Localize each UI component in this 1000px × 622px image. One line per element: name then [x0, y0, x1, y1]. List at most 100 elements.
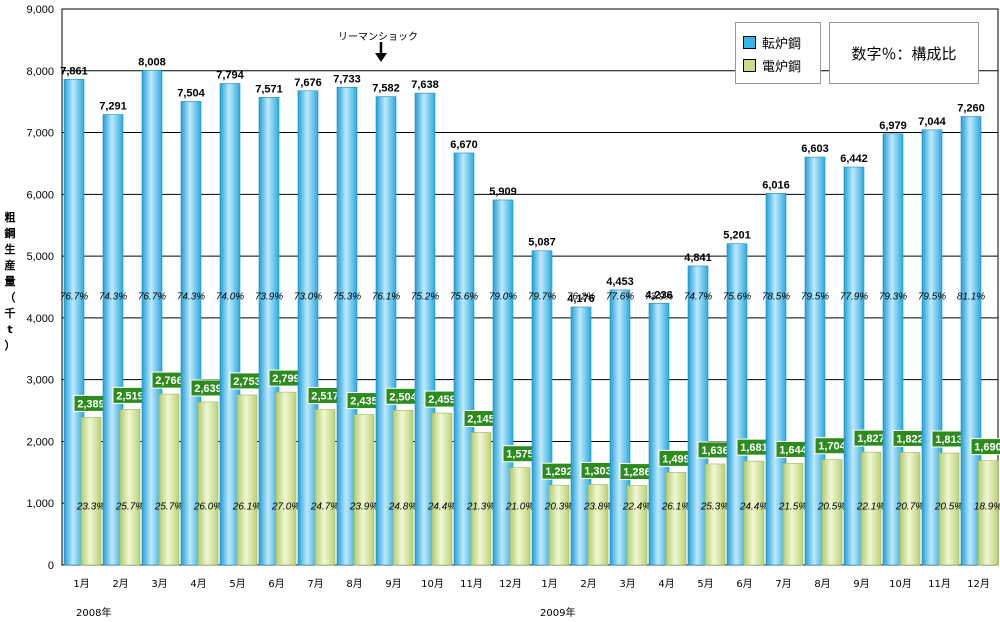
- bar-bof: [492, 199, 514, 566]
- legend: 転炉鋼 電炉鋼: [735, 22, 821, 84]
- value-label-bof: 8,008: [138, 56, 166, 68]
- bar-bof: [453, 152, 475, 566]
- x-tick-label: 4月: [658, 578, 674, 590]
- bar-bof: [726, 243, 748, 566]
- bar-eaf: [977, 460, 999, 566]
- share-label-bof: 73.9%: [255, 291, 283, 302]
- bar-eaf: [158, 393, 180, 566]
- share-label-eaf: 20.5%: [934, 501, 963, 512]
- share-label-eaf: 18.9%: [974, 501, 1000, 512]
- bar-eaf: [782, 463, 804, 566]
- share-label-eaf: 25.7%: [154, 501, 183, 512]
- value-label-eaf: 2,766: [155, 375, 183, 387]
- share-label-bof: 75.2%: [411, 291, 439, 302]
- x-tick-label: 2月: [112, 578, 128, 590]
- share-label-eaf: 23.3%: [76, 501, 105, 512]
- bar-bof: [141, 69, 163, 566]
- value-label-bof: 6,442: [840, 153, 868, 165]
- value-label-eaf: 2,799: [272, 373, 300, 385]
- x-tick-label: 8月: [814, 578, 830, 590]
- bar-bof: [921, 129, 943, 566]
- y-tick-label: 5,000: [26, 251, 54, 263]
- share-label-eaf: 24.4%: [427, 501, 456, 512]
- value-label-bof: 7,861: [60, 65, 88, 77]
- bar-bof: [63, 79, 85, 566]
- value-label-eaf: 1,303: [584, 466, 612, 478]
- y-axis-label-char: 千: [4, 307, 16, 320]
- y-axis-label: 粗鋼生産量 （ 千 t ）: [2, 210, 18, 354]
- bar-bof: [531, 250, 553, 566]
- y-axis-label-char: 粗: [4, 211, 16, 224]
- share-label-eaf: 21.5%: [778, 501, 807, 512]
- y-tick-label: 3,000: [26, 375, 54, 387]
- value-label-eaf: 1,690: [974, 442, 1000, 454]
- x-tick-label: 2月: [580, 578, 596, 590]
- value-label-bof: 7,044: [918, 116, 946, 128]
- x-tick-label: 8月: [346, 578, 362, 590]
- legend-item-eaf: 電炉鋼: [743, 56, 801, 75]
- bar-bof: [765, 193, 787, 566]
- legend-label-bof: 転炉鋼: [762, 36, 802, 52]
- y-tick-label: 0: [48, 560, 54, 572]
- legend-swatch-bof: [743, 35, 756, 49]
- y-axis-label-char: 鋼: [4, 227, 16, 240]
- bar-eaf: [548, 484, 570, 566]
- value-label-eaf: 1,822: [896, 433, 924, 445]
- bar-bof: [609, 289, 631, 566]
- x-tick-label: 10月: [421, 578, 444, 590]
- bar-eaf: [275, 391, 297, 566]
- y-tick-label: 7,000: [26, 128, 54, 140]
- bar-bof: [843, 166, 865, 566]
- share-label-bof: 79.3%: [879, 291, 907, 302]
- share-label-eaf: 20.7%: [895, 501, 924, 512]
- value-label-eaf: 1,636: [701, 445, 729, 457]
- value-label-bof: 6,603: [801, 143, 829, 155]
- share-label-eaf: 23.8%: [583, 501, 612, 512]
- share-label-bof: 81.1%: [957, 291, 985, 302]
- x-tick-label: 6月: [736, 578, 752, 590]
- value-label-eaf: 1,292: [545, 466, 573, 478]
- share-label-eaf: 26.1%: [232, 501, 261, 512]
- annotation-arrow: [375, 42, 387, 62]
- share-label-bof: 73.0%: [294, 291, 322, 302]
- value-label-bof: 5,201: [723, 230, 751, 242]
- x-tick-label: 10月: [889, 578, 912, 590]
- year-label-2009: 2009年: [540, 608, 576, 619]
- y-tick-label: 4,000: [26, 313, 54, 325]
- share-label-eaf: 20.3%: [544, 501, 573, 512]
- share-label-bof: 77.9%: [840, 291, 868, 302]
- bar-bof: [102, 114, 124, 566]
- x-tick-label: 3月: [619, 578, 635, 590]
- value-label-bof: 7,582: [372, 83, 400, 95]
- y-tick-label: 1,000: [26, 498, 54, 510]
- bar-eaf: [743, 460, 765, 566]
- x-tick-label: 12月: [967, 578, 990, 590]
- legend-swatch-eaf: [743, 58, 756, 72]
- value-label-eaf: 1,813: [935, 434, 963, 446]
- y-axis-label-char: t: [7, 323, 13, 336]
- share-label-bof: 79.0%: [489, 291, 517, 302]
- value-label-eaf: 2,519: [116, 390, 144, 402]
- value-label-bof: 4,453: [606, 276, 634, 288]
- value-label-eaf: 1,499: [662, 453, 690, 465]
- value-label-bof: 4,841: [684, 252, 712, 264]
- value-label-bof: 6,670: [450, 139, 478, 151]
- share-label-bof: 74.0%: [216, 291, 244, 302]
- share-label-eaf: 25.7%: [115, 501, 144, 512]
- share-label-bof: 75.3%: [333, 291, 361, 302]
- bar-bof: [414, 92, 436, 566]
- share-label-eaf: 23.9%: [349, 501, 378, 512]
- bar-eaf: [80, 417, 102, 566]
- bar-eaf: [236, 394, 258, 566]
- value-label-bof: 4,176: [567, 293, 595, 305]
- value-label-eaf: 1,704: [818, 441, 846, 453]
- share-label-bof: 76.7%: [138, 291, 166, 302]
- x-tick-label: 5月: [697, 578, 713, 590]
- value-label-eaf-box: [970, 438, 1000, 456]
- share-label-eaf: 24.4%: [739, 501, 768, 512]
- value-label-bof: 7,504: [177, 87, 205, 99]
- value-label-eaf: 2,459: [428, 394, 456, 406]
- y-axis-label-char: 産: [4, 259, 16, 272]
- share-label-eaf: 21.3%: [466, 501, 495, 512]
- share-label-bof: 78.5%: [762, 291, 790, 302]
